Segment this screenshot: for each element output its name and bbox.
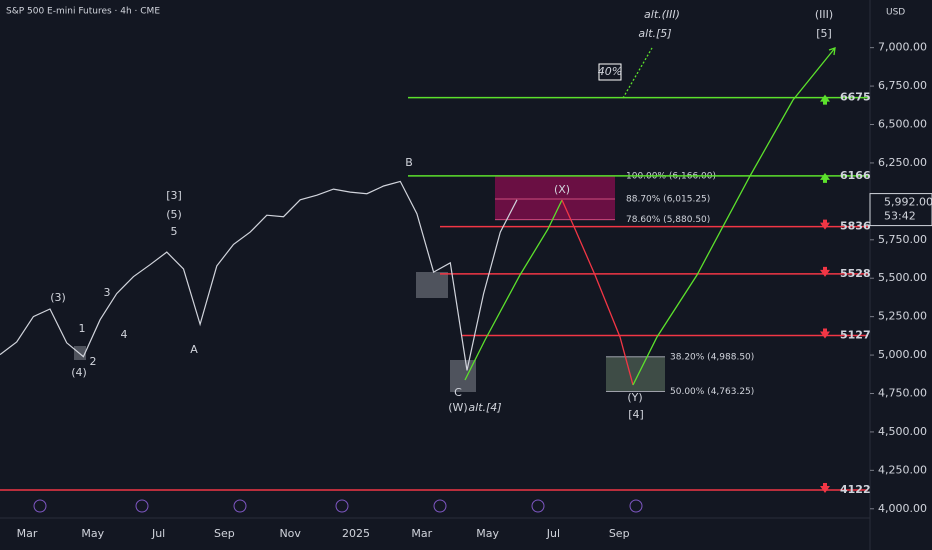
level-arrow [820,328,830,339]
y-tick-label: 5,250.00 [878,310,927,323]
wave-label: A [190,343,198,356]
y-tick-label: 6,750.00 [878,79,927,92]
x-tick-label: Jul [546,527,560,540]
label-box [598,63,622,81]
last-price-label: 5,992.00 [884,196,932,209]
wave-label: 40% [598,65,622,78]
price-line [0,180,518,371]
level-label: 6675 [840,91,871,104]
level-arrow [820,266,830,277]
x-tick-label: Sep [609,527,630,540]
level-arrow [820,219,830,230]
x-tick-label: Mar [17,527,38,540]
y-tick-label: 4,750.00 [878,386,927,399]
fib-zone [495,175,615,220]
wave-label: (W) [448,401,467,414]
wave-label: (3) [50,291,66,304]
wave-label: (Y) [627,391,642,404]
arrow-head [828,47,836,56]
level-label: 5836 [840,220,871,233]
x-tick-label: May [81,527,104,540]
wave-label: (5) [166,208,182,221]
zone-box [416,272,448,298]
x-tick-label: Nov [279,527,301,540]
level-label: 4122 [840,483,871,496]
wave-label: (4) [71,366,87,379]
y-tick-label: 7,000.00 [878,41,927,54]
y-tick-label: 5,000.00 [878,348,927,361]
level-label: 5528 [840,267,871,280]
wave-label: 4 [121,328,128,341]
y-tick-label: 6,250.00 [878,156,927,169]
wave-label: (X) [554,183,570,196]
y-tick-label: 6,500.00 [878,118,927,131]
wave-label: alt.[4] [468,401,501,414]
currency: USD [886,8,905,18]
countdown: 53:42 [884,210,916,223]
x-tick-label: Jul [151,527,165,540]
wave-label: alt.(III) [644,8,680,21]
level-label: 5127 [840,329,871,342]
zone-box [74,346,86,360]
wave-label: 5 [171,225,178,238]
fib-label: 38.20% (4,988.50) [670,352,754,362]
event-icons [33,499,643,513]
y-tick-label: 4,500.00 [878,425,927,438]
projection-path [561,199,634,386]
last-price-tag [869,193,932,227]
wave-label: [3] [166,189,182,202]
wave-label: (III) [815,8,833,21]
fib-label: 88.70% (6,015.25) [626,195,710,205]
level-arrow [820,94,830,105]
wave-label: [4] [628,408,644,421]
projection-path [464,199,563,381]
fib-label: 50.00% (4,763.25) [670,387,754,397]
x-tick-label: Sep [214,527,235,540]
wave-label: [5] [816,27,832,40]
x-tick-label: 2025 [342,527,370,540]
x-tick-label: May [476,527,499,540]
wave-label: alt.[5] [638,27,671,40]
wave-label: 1 [79,322,86,335]
y-tick-label: 4,000.00 [878,502,927,515]
x-tick-label: Mar [411,527,432,540]
wave-label: C [454,386,462,399]
wave-label: 3 [104,286,111,299]
wave-label: B [405,156,413,169]
wave-label: 2 [90,355,97,368]
y-tick-label: 5,500.00 [878,271,927,284]
chart-title: S&P 500 E-mini Futures · 4h · CME [6,7,160,17]
level-arrow [820,172,830,183]
y-tick-label: 4,250.00 [878,463,927,476]
level-label: 6166 [840,169,871,182]
projection-path [632,47,836,386]
y-tick-label: 5,750.00 [878,233,927,246]
fib-label: 78.60% (5,880.50) [626,215,710,225]
projection-path [622,47,653,99]
fib-zone [606,356,665,392]
level-arrow [820,483,830,494]
